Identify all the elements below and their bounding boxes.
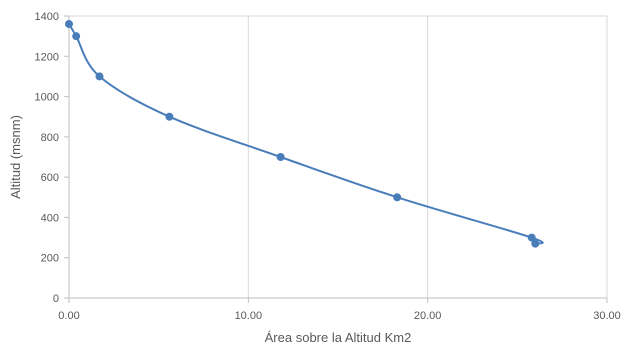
grid-lines xyxy=(69,15,608,298)
data-point xyxy=(393,193,402,202)
y-axis-title: Altitud (msnm) xyxy=(8,115,23,199)
y-tick-label: 1200 xyxy=(35,51,59,63)
axes xyxy=(64,15,608,303)
y-tick-label: 600 xyxy=(41,172,59,184)
data-point xyxy=(95,72,104,81)
data-point xyxy=(531,239,540,248)
y-tick-label: 1000 xyxy=(35,92,59,104)
x-tick-label: 30.00 xyxy=(593,310,621,322)
data-point xyxy=(276,153,285,161)
y-tick-label: 0 xyxy=(53,293,59,305)
data-point xyxy=(65,20,73,29)
y-tick-label: 400 xyxy=(41,212,59,224)
x-tick-label: 10.00 xyxy=(235,310,263,322)
y-tick-label: 1400 xyxy=(35,11,59,23)
y-tick-label: 200 xyxy=(41,253,59,265)
y-tick-label: 800 xyxy=(41,132,59,144)
x-axis-title: Área sobre la Altitud Km2 xyxy=(265,330,412,345)
data-points xyxy=(65,20,540,248)
tick-labels: 0 200 400 600 800 1000 1200 1400 0.00 10.00 20.00 3… xyxy=(35,11,621,322)
data-point xyxy=(527,233,536,242)
series-line xyxy=(68,23,544,245)
data-point xyxy=(165,112,174,121)
data-point xyxy=(72,32,81,41)
x-tick-label: 0.00 xyxy=(58,310,79,322)
x-tick-label: 20.00 xyxy=(414,310,442,322)
